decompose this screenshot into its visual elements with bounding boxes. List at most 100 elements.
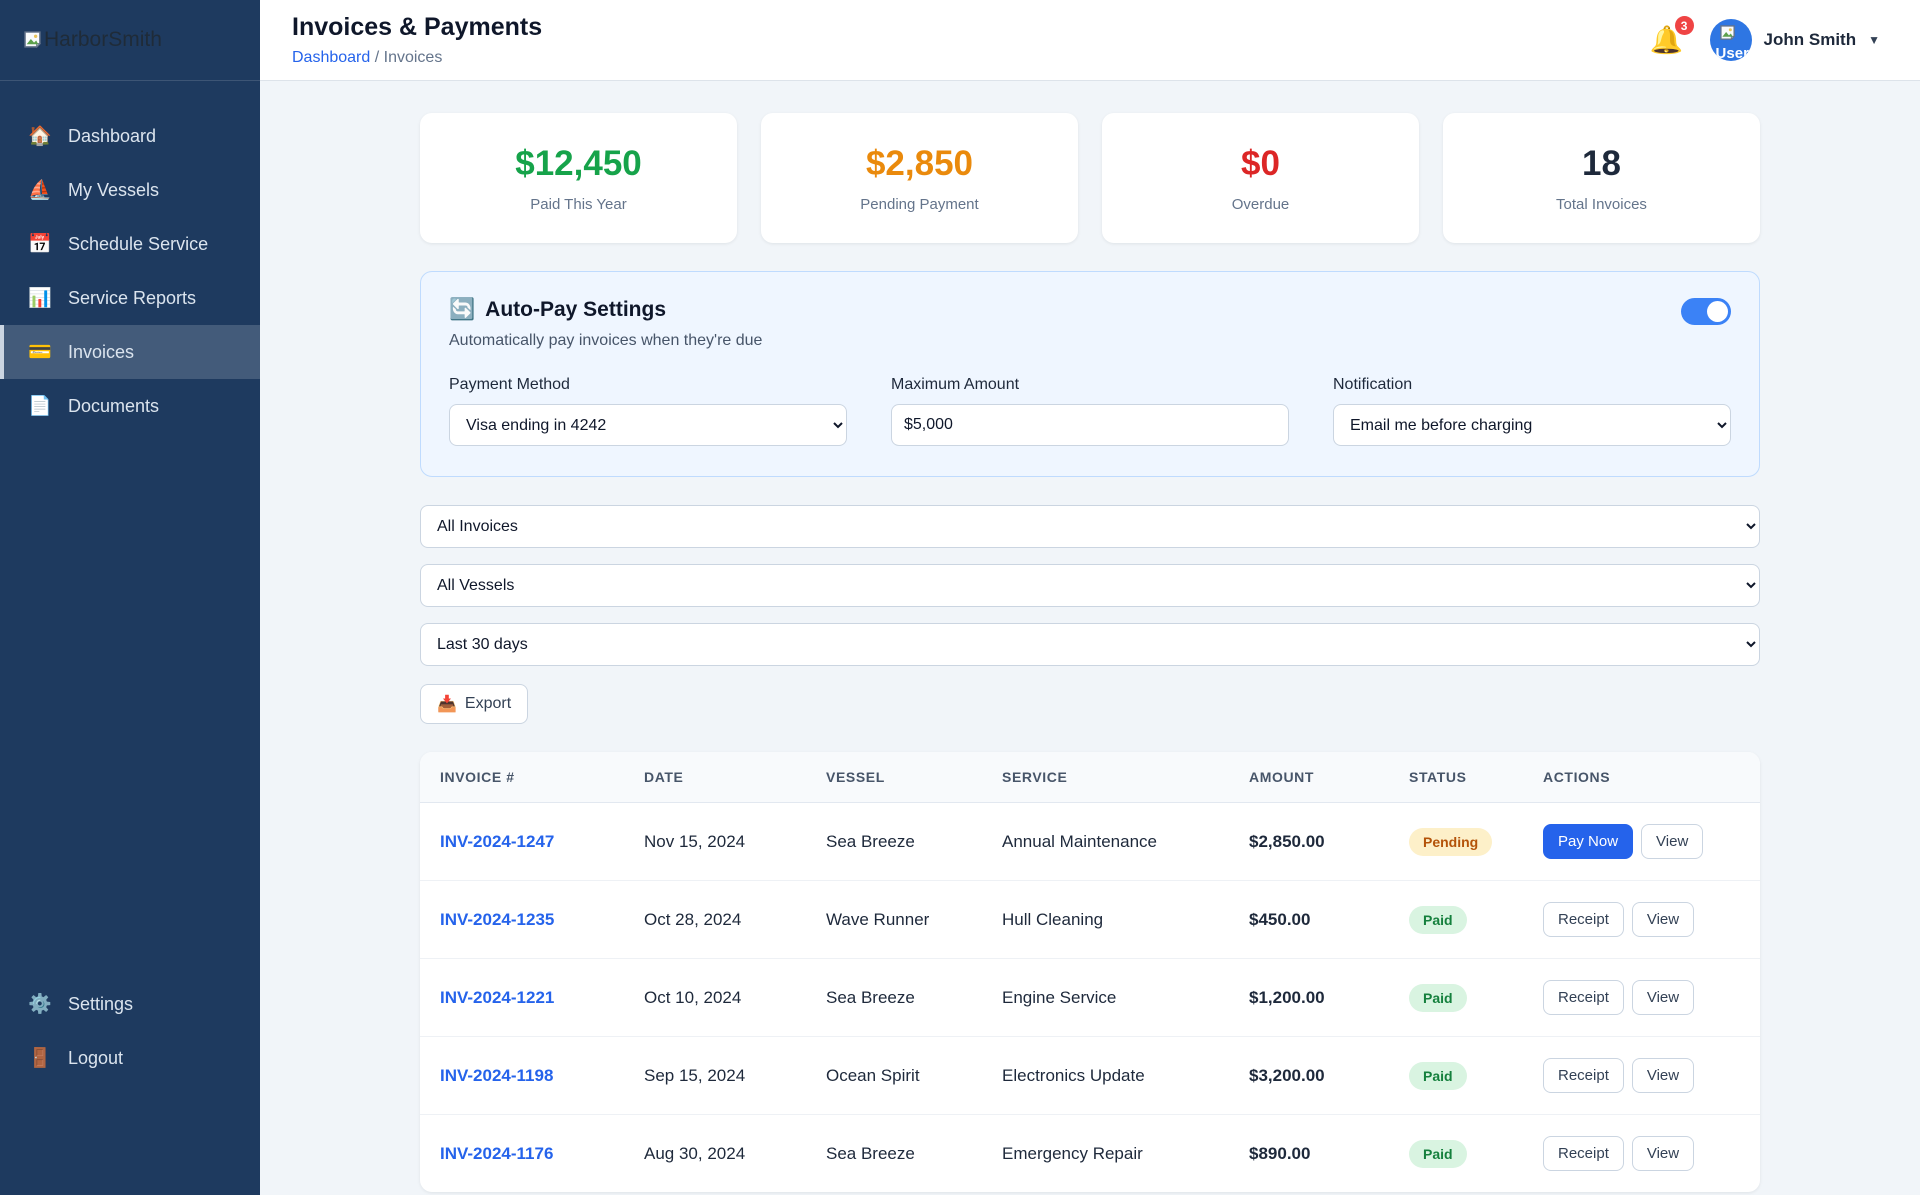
invoice-service: Electronics Update — [1002, 1065, 1145, 1085]
sidebar-item-logout[interactable]: 🚪 Logout — [0, 1031, 260, 1085]
invoice-date: Nov 15, 2024 — [644, 831, 746, 851]
sidebar-item-label: Logout — [68, 1047, 124, 1068]
notifications-button[interactable]: 🔔 3 — [1650, 16, 1694, 56]
card-label: Paid This Year — [530, 195, 627, 213]
payment-method-select[interactable]: Visa ending in 4242 — [449, 404, 847, 446]
invoice-amount: $890.00 — [1249, 1143, 1311, 1163]
receipt-button[interactable]: Receipt — [1543, 1136, 1624, 1171]
maximum-amount-input[interactable] — [891, 404, 1289, 446]
view-button[interactable]: View — [1631, 980, 1695, 1015]
header-right: 🔔 3 User John Smith ▼ — [1650, 16, 1880, 61]
card-label: Total Invoices — [1556, 195, 1647, 213]
view-button[interactable]: View — [1631, 902, 1695, 937]
payment-method-field: Payment Method Visa ending in 4242 — [449, 376, 847, 446]
invoice-link[interactable]: INV-2024-1176 — [440, 1143, 554, 1163]
notification-badge: 3 — [1674, 16, 1694, 35]
invoice-vessel: Sea Breeze — [826, 1143, 915, 1163]
notification-select[interactable]: Email me before charging — [1333, 404, 1731, 446]
invoice-service: Engine Service — [1002, 987, 1117, 1007]
invoice-date: Aug 30, 2024 — [644, 1143, 746, 1163]
table-header-row: INVOICE # DATE VESSEL SERVICE AMOUNT STA… — [420, 752, 1760, 803]
field-label: Payment Method — [449, 376, 570, 393]
col-status: STATUS — [1409, 769, 1467, 785]
invoice-filters: All Invoices All Vessels Last 30 days — [420, 505, 1760, 666]
logo: HarborSmith — [0, 0, 260, 81]
date-range-filter[interactable]: Last 30 days — [420, 623, 1760, 666]
invoice-vessel: Wave Runner — [826, 909, 930, 929]
invoice-amount: $3,200.00 — [1249, 1065, 1325, 1085]
export-button[interactable]: 📥 Export — [420, 684, 529, 724]
sidebar-item-label: Schedule Service — [68, 233, 209, 254]
table-row: INV-2024-1198 Sep 15, 2024 Ocean Spirit … — [420, 1037, 1760, 1115]
credit-card-icon: 💳 — [28, 342, 52, 363]
card-overdue: $0 Overdue — [1102, 113, 1419, 243]
card-value: $12,450 — [515, 143, 642, 183]
invoice-amount: $2,850.00 — [1249, 831, 1325, 851]
status-badge: Paid — [1409, 983, 1467, 1012]
breadcrumb-dashboard-link[interactable]: Dashboard — [292, 49, 371, 66]
sidebar-item-my-vessels[interactable]: ⛵ My Vessels — [0, 163, 260, 217]
col-date: DATE — [644, 769, 684, 785]
card-paid-this-year: $12,450 Paid This Year — [420, 113, 737, 243]
sidebar-item-service-reports[interactable]: 📊 Service Reports — [0, 271, 260, 325]
status-badge: Paid — [1409, 1061, 1467, 1090]
col-invoice: INVOICE # — [440, 769, 515, 785]
card-value: 18 — [1582, 143, 1621, 183]
sidebar-item-documents[interactable]: 📄 Documents — [0, 379, 260, 433]
receipt-button[interactable]: Receipt — [1543, 1058, 1624, 1093]
logo-alt-text: HarborSmith — [24, 28, 162, 52]
invoice-date: Sep 15, 2024 — [644, 1065, 746, 1085]
invoice-status-filter[interactable]: All Invoices — [420, 505, 1760, 548]
sidebar-item-invoices[interactable]: 💳 Invoices — [0, 325, 260, 379]
door-icon: 🚪 — [28, 1048, 52, 1069]
col-amount: AMOUNT — [1249, 769, 1315, 785]
pay-now-button[interactable]: Pay Now — [1543, 824, 1634, 859]
user-menu[interactable]: User John Smith ▼ — [1709, 19, 1880, 61]
notification-field: Notification Email me before charging — [1333, 376, 1731, 446]
calendar-icon: 📅 — [28, 234, 52, 255]
bar-chart-icon: 📊 — [28, 288, 52, 309]
view-button[interactable]: View — [1631, 1136, 1695, 1171]
export-row: 📥 Export — [420, 684, 1760, 724]
invoice-service: Annual Maintenance — [1002, 831, 1158, 851]
receipt-button[interactable]: Receipt — [1543, 902, 1624, 937]
sidebar-item-label: Dashboard — [68, 125, 157, 146]
invoice-service: Hull Cleaning — [1002, 909, 1104, 929]
top-header: Invoices & Payments Dashboard / Invoices… — [260, 0, 1920, 81]
broken-image-icon — [24, 31, 41, 48]
user-name: John Smith — [1763, 30, 1857, 49]
invoice-date: Oct 10, 2024 — [644, 987, 742, 1007]
table-row: INV-2024-1235 Oct 28, 2024 Wave Runner H… — [420, 881, 1760, 959]
sidebar-nav: 🏠 Dashboard ⛵ My Vessels 📅 Schedule Serv… — [0, 81, 260, 433]
document-icon: 📄 — [28, 396, 52, 417]
vessel-filter[interactable]: All Vessels — [420, 564, 1760, 607]
header-left: Invoices & Payments Dashboard / Invoices — [292, 13, 542, 67]
invoice-link[interactable]: INV-2024-1235 — [440, 909, 555, 929]
sidebar-item-dashboard[interactable]: 🏠 Dashboard — [0, 109, 260, 163]
receipt-button[interactable]: Receipt — [1543, 980, 1624, 1015]
sidebar-item-label: Service Reports — [68, 287, 197, 308]
view-button[interactable]: View — [1641, 824, 1704, 859]
invoice-link[interactable]: INV-2024-1247 — [440, 831, 555, 851]
autopay-toggle[interactable] — [1681, 298, 1731, 325]
invoice-link[interactable]: INV-2024-1198 — [440, 1065, 554, 1085]
sidebar-item-schedule-service[interactable]: 📅 Schedule Service — [0, 217, 260, 271]
invoice-link[interactable]: INV-2024-1221 — [440, 987, 555, 1007]
home-icon: 🏠 — [28, 126, 52, 147]
card-label: Pending Payment — [860, 195, 979, 213]
refresh-icon: 🔄 — [449, 298, 476, 321]
page-title: Invoices & Payments — [292, 13, 543, 41]
sidebar-item-label: Settings — [68, 993, 134, 1014]
invoice-vessel: Sea Breeze — [826, 987, 915, 1007]
invoice-date: Oct 28, 2024 — [644, 909, 742, 929]
view-button[interactable]: View — [1631, 1058, 1695, 1093]
autopay-subtitle: Automatically pay invoices when they're … — [449, 332, 763, 349]
sidebar-item-label: Invoices — [68, 341, 135, 362]
sidebar-footer: ⚙️ Settings 🚪 Logout — [0, 977, 260, 1195]
col-vessel: VESSEL — [826, 769, 885, 785]
autopay-title: 🔄 Auto-Pay Settings — [449, 298, 667, 321]
card-total-invoices: 18 Total Invoices — [1443, 113, 1760, 243]
invoices-table: INVOICE # DATE VESSEL SERVICE AMOUNT STA… — [420, 752, 1760, 1192]
sidebar-item-settings[interactable]: ⚙️ Settings — [0, 977, 260, 1031]
